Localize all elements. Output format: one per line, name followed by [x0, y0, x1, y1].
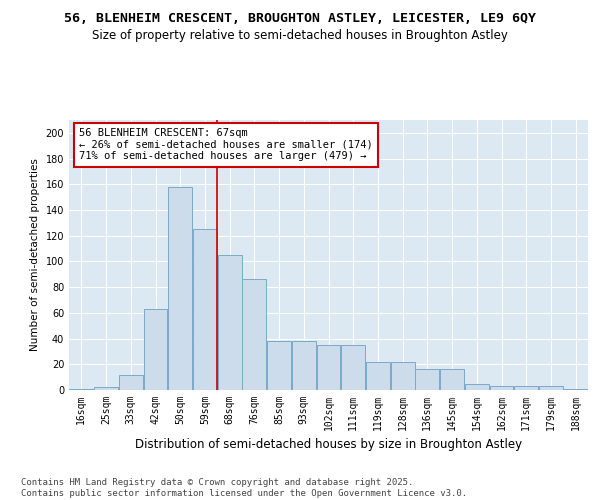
Bar — [193, 230, 217, 390]
Text: Size of property relative to semi-detached houses in Broughton Astley: Size of property relative to semi-detach… — [92, 29, 508, 42]
X-axis label: Distribution of semi-detached houses by size in Broughton Astley: Distribution of semi-detached houses by … — [135, 438, 522, 452]
Bar — [465, 384, 489, 390]
Bar — [539, 386, 563, 390]
Bar — [70, 388, 94, 390]
Bar — [490, 386, 514, 390]
Bar — [242, 280, 266, 390]
Text: 56, BLENHEIM CRESCENT, BROUGHTON ASTLEY, LEICESTER, LE9 6QY: 56, BLENHEIM CRESCENT, BROUGHTON ASTLEY,… — [64, 12, 536, 26]
Bar — [94, 388, 118, 390]
Y-axis label: Number of semi-detached properties: Number of semi-detached properties — [30, 158, 40, 352]
Bar — [440, 370, 464, 390]
Bar — [317, 345, 340, 390]
Bar — [415, 370, 439, 390]
Bar — [267, 341, 291, 390]
Bar — [292, 341, 316, 390]
Bar — [119, 374, 143, 390]
Text: 56 BLENHEIM CRESCENT: 67sqm
← 26% of semi-detached houses are smaller (174)
71% : 56 BLENHEIM CRESCENT: 67sqm ← 26% of sem… — [79, 128, 373, 162]
Bar — [143, 309, 167, 390]
Bar — [366, 362, 390, 390]
Bar — [341, 345, 365, 390]
Bar — [391, 362, 415, 390]
Bar — [168, 187, 192, 390]
Bar — [514, 386, 538, 390]
Bar — [563, 388, 587, 390]
Bar — [218, 255, 242, 390]
Text: Contains HM Land Registry data © Crown copyright and database right 2025.
Contai: Contains HM Land Registry data © Crown c… — [21, 478, 467, 498]
